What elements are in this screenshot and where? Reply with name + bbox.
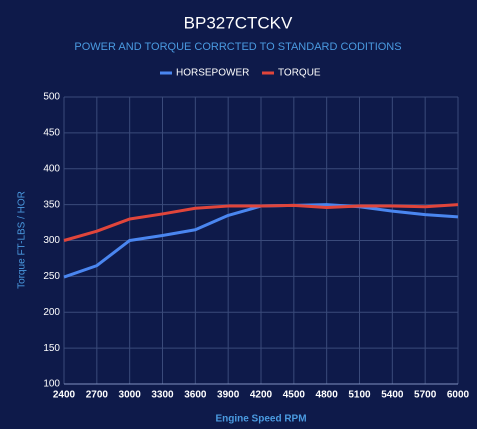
x-axis-label: Engine Speed RPM [215, 414, 306, 425]
y-tick-label: 450 [43, 128, 60, 139]
y-tick-label: 200 [43, 307, 60, 318]
x-tick-label: 3900 [217, 390, 240, 401]
x-tick-label: 6000 [447, 390, 470, 401]
y-tick-label: 500 [43, 92, 60, 103]
legend-label: HORSEPOWER [176, 68, 249, 79]
chart-subtitle: POWER AND TORQUE CORRCTED TO STANDARD CO… [74, 41, 401, 53]
x-tick-label: 3300 [151, 390, 174, 401]
x-tick-label: 3600 [184, 390, 207, 401]
x-tick-label: 5100 [348, 390, 371, 401]
legend-label: TORQUE [278, 68, 321, 79]
y-tick-label: 100 [43, 379, 60, 390]
chart-title: BP327CTCKV [184, 13, 293, 32]
x-tick-label: 4800 [316, 390, 339, 401]
x-tick-label: 3000 [119, 390, 142, 401]
x-tick-label: 5400 [381, 390, 404, 401]
x-tick-label: 5700 [414, 390, 437, 401]
y-tick-label: 150 [43, 343, 60, 354]
y-tick-label: 350 [43, 199, 60, 210]
y-tick-label: 400 [43, 163, 60, 174]
x-tick-label: 4500 [283, 390, 306, 401]
series-line [63, 203, 459, 242]
x-tick-label: 2700 [86, 390, 109, 401]
x-tick-label: 2400 [53, 390, 76, 401]
y-tick-label: 250 [43, 271, 60, 282]
y-axis-label: Torque FT-LBS / HOR [17, 191, 28, 289]
x-tick-label: 4200 [250, 390, 273, 401]
y-tick-label: 300 [43, 235, 60, 246]
